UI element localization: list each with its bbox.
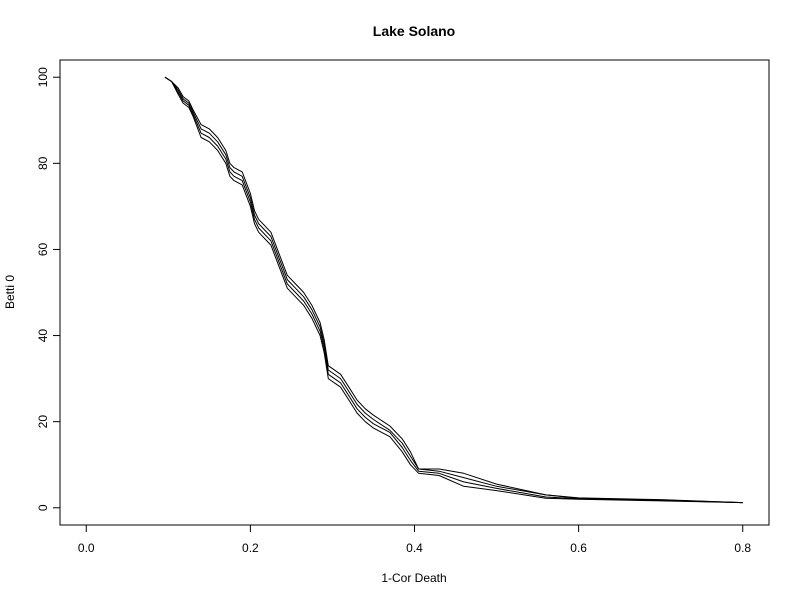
y-tick-label: 0 xyxy=(36,504,50,511)
x-tick-label: 0.0 xyxy=(78,541,95,555)
x-tick-label: 0.4 xyxy=(406,541,423,555)
x-tick-label: 0.2 xyxy=(242,541,259,555)
y-tick-label: 60 xyxy=(36,242,50,256)
series-line-4 xyxy=(164,76,743,504)
chart-title: Lake Solano xyxy=(373,23,455,39)
series-line-2 xyxy=(164,76,743,504)
x-axis-label: 1-Cor Death xyxy=(381,571,446,585)
y-tick-label: 40 xyxy=(36,329,50,343)
series-line-3 xyxy=(164,76,743,504)
y-tick-label: 100 xyxy=(36,67,50,87)
series-line-1 xyxy=(164,76,743,504)
plot-box xyxy=(59,59,770,526)
x-tick-label: 0.8 xyxy=(734,541,751,555)
y-axis: 0 20 40 60 80 100 xyxy=(36,67,61,511)
x-axis: 0.0 0.2 0.4 0.6 0.8 xyxy=(78,524,751,555)
y-axis-label: Betti 0 xyxy=(3,275,17,309)
x-tick-label: 0.6 xyxy=(570,541,587,555)
y-tick-label: 20 xyxy=(36,415,50,429)
series-group xyxy=(164,76,743,504)
y-tick-label: 80 xyxy=(36,156,50,170)
